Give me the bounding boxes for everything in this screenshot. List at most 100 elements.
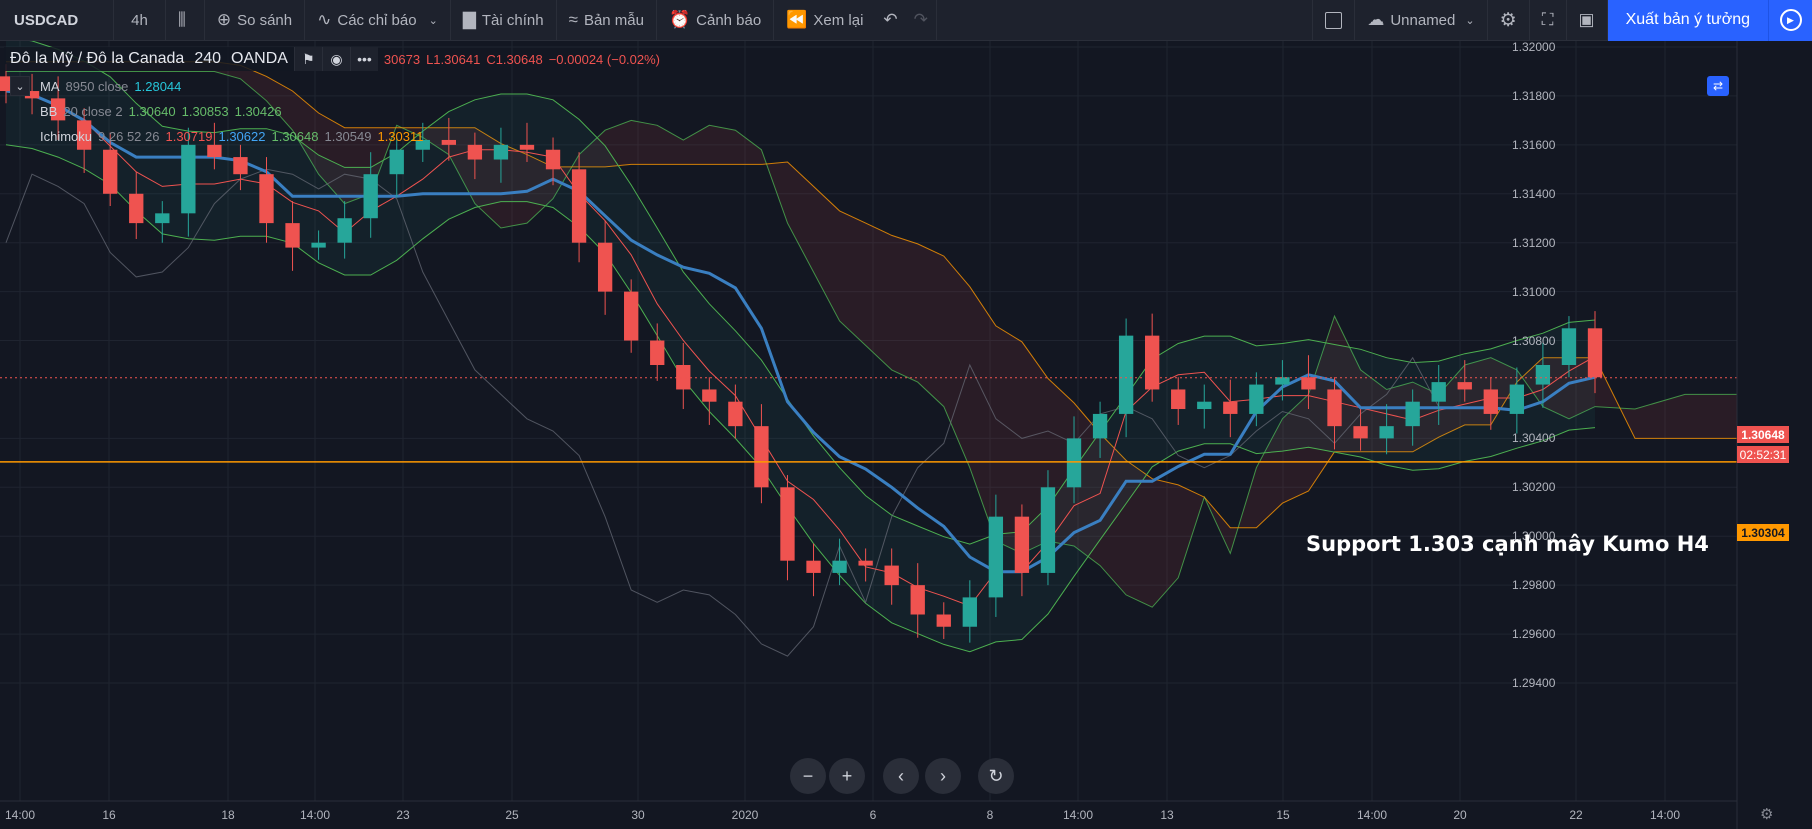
support-annotation[interactable]: Support 1.303 cạnh mây Kumo H4 (1306, 532, 1709, 556)
bb-fill (6, 41, 1595, 652)
time-axis-label: 25 (505, 808, 519, 822)
templates-button[interactable]: ≈ Bản mẫu (557, 0, 657, 41)
time-axis-label: 23 (396, 808, 410, 822)
candle-body (858, 560, 873, 566)
eye-icon: ◉ (330, 50, 343, 67)
candle-body (1379, 426, 1394, 439)
candle-body (259, 174, 274, 224)
axis-settings-button[interactable]: ⚙ (1760, 805, 1773, 823)
interval-button[interactable]: 4h (114, 0, 166, 41)
candle (24, 73, 40, 115)
price-levels (0, 377, 1737, 463)
chevron-down-icon: ⌄ (1465, 14, 1475, 27)
alerts-button[interactable]: ⏰ Cảnh báo (657, 0, 775, 41)
candle (1483, 377, 1498, 430)
candle-body (103, 149, 118, 194)
candle-body (1353, 426, 1368, 439)
price-axis-label: 1.29600 (1512, 627, 1556, 642)
visibility-button[interactable]: ◉ (321, 47, 350, 71)
compare-button[interactable]: ⊕ So sánh (205, 0, 306, 41)
indicator-value: 1.30648 (271, 128, 319, 144)
legend-symbol-title[interactable]: Đô la Mỹ / Đô la Canada 240 OANDA (4, 47, 294, 71)
indicator-value: 1.28044 (134, 78, 182, 94)
flag-button[interactable]: ⚑ (293, 47, 322, 71)
candles-icon: ⫼ (178, 10, 186, 29)
zoom-out-button[interactable]: − (790, 758, 826, 794)
candle (962, 580, 977, 643)
indicators-button[interactable]: ∿ Các chỉ báo ⌄ (305, 0, 451, 41)
candle (1223, 379, 1238, 438)
layout-name-button[interactable]: ☁ Unnamed ⌄ (1355, 0, 1488, 41)
settings-button[interactable]: ⚙ (1488, 0, 1530, 41)
price-axis-label: 1.29400 (1512, 676, 1556, 690)
sync-button[interactable]: ⇄ (1707, 76, 1729, 96)
candle (1405, 389, 1420, 446)
candle-body (1197, 401, 1212, 410)
layout-name-label: Unnamed (1390, 11, 1456, 29)
play-icon: ▶ (1779, 9, 1802, 31)
candle (50, 76, 66, 140)
undo-button[interactable]: ↶ (875, 0, 905, 41)
publish-idea-button[interactable]: Xuất bản ý tưởng (1607, 0, 1768, 41)
indicator-value: 1.30719 (165, 128, 213, 144)
play-button[interactable]: ▶ (1768, 0, 1812, 41)
candle-body (0, 76, 14, 92)
time-axis-label: 30 (631, 808, 645, 822)
grid (0, 41, 1737, 801)
layout-select-button[interactable] (1312, 0, 1356, 41)
redo-button[interactable]: ↷ (906, 0, 937, 41)
senkou-span-a (6, 71, 1737, 608)
candle (1587, 311, 1603, 394)
candle-body (832, 560, 847, 573)
indicator-value: 1.30426 (234, 103, 282, 119)
indicator-value: 1.30311 (377, 128, 424, 144)
chevron-down-icon: ⌄ (428, 14, 438, 27)
support-value: 1.30304 (1741, 525, 1785, 540)
candle (1535, 342, 1551, 408)
candle-body (806, 560, 821, 573)
sync-icon: ⇄ (1712, 79, 1724, 93)
financials-button[interactable]: ▇ Tài chính (451, 0, 557, 41)
time-axis-label: 14:00 (1062, 808, 1094, 822)
indicator-legend-ma[interactable]: MA 8950 close 1.28044 (40, 76, 181, 96)
indicator-legend-ichimoku[interactable]: Ichimoku 9 26 52 26 1.30719 1.30622 1.30648 1… (40, 126, 424, 146)
candle-body (363, 174, 378, 219)
candle (1014, 504, 1030, 597)
zoom-in-button[interactable]: + (829, 758, 865, 794)
fullscreen-button[interactable]: ⛶ (1530, 0, 1567, 41)
time-axis-label: 8 (986, 808, 994, 822)
candle-body (1431, 382, 1446, 402)
scroll-left-button[interactable]: ‹ (883, 758, 919, 794)
candle (181, 127, 196, 237)
candle (1040, 470, 1056, 586)
gear-icon: ⚙ (1499, 9, 1517, 31)
symbol-search-button[interactable]: USDCAD (0, 0, 114, 41)
indicator-legend-bb[interactable]: BB 20 close 2 1.30640 1.30853 1.30426 (40, 101, 282, 121)
ohlc-low: L1.30641 (426, 51, 481, 67)
replay-button[interactable]: ⏪ Xem lại (774, 0, 875, 41)
candle (415, 122, 430, 162)
candle-body (285, 223, 300, 248)
snapshot-button[interactable]: ▣ (1567, 0, 1608, 41)
candle (1301, 355, 1316, 410)
legend-collapse-button[interactable]: ⌄ (10, 76, 30, 96)
price-axis-label: 1.29800 (1512, 578, 1556, 593)
minus-icon: − (802, 765, 814, 786)
scroll-right-button[interactable]: › (925, 758, 961, 794)
chart-type-button[interactable]: ⫼ (166, 0, 205, 41)
candle (1145, 313, 1160, 402)
more-button[interactable]: ••• (349, 47, 378, 71)
candle-body (155, 213, 170, 224)
senkou-span-b (6, 61, 1737, 529)
indicator-params: 9 26 52 26 (98, 128, 160, 144)
reset-chart-button[interactable]: ↻ (978, 758, 1014, 794)
price-chart[interactable] (0, 41, 1812, 829)
time-axis-label: 2020 (731, 808, 759, 822)
candle (910, 563, 925, 638)
price-axis-label: 1.31800 (1512, 88, 1556, 103)
chevron-right-icon: › (940, 765, 946, 786)
candle (597, 220, 613, 315)
candle-body (597, 242, 613, 292)
candle-body (129, 193, 144, 224)
candle-body (910, 585, 925, 615)
